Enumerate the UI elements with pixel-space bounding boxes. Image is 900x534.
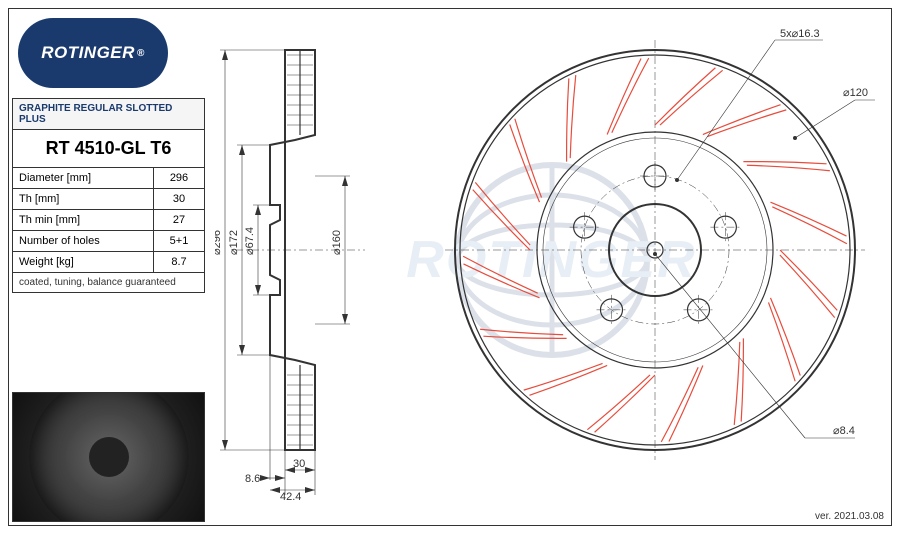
reg-mark: ® bbox=[137, 48, 145, 59]
spec-value: 30 bbox=[154, 189, 204, 209]
spec-label: Th [mm] bbox=[13, 189, 154, 209]
dim-offset: 8.6 bbox=[245, 473, 260, 485]
spec-row: Th min [mm]27 bbox=[12, 210, 205, 231]
part-number: RT 4510-GL T6 bbox=[12, 130, 205, 168]
spec-value: 296 bbox=[154, 168, 204, 188]
spec-row: Number of holes5+1 bbox=[12, 231, 205, 252]
product-line: GRAPHITE REGULAR SLOTTED PLUS bbox=[12, 98, 205, 130]
dim-hat-depth: 42.4 bbox=[280, 491, 301, 500]
spec-table: GRAPHITE REGULAR SLOTTED PLUS RT 4510-GL… bbox=[12, 98, 205, 293]
front-view: 5x⌀16.3 ⌀120 ⌀8.4 bbox=[445, 28, 875, 460]
spec-note: coated, tuning, balance guaranteed bbox=[12, 273, 205, 293]
dim-bore-dia: ⌀67.4 bbox=[244, 227, 256, 255]
spec-value: 8.7 bbox=[154, 252, 204, 272]
brand-badge: ROTINGER® bbox=[18, 18, 168, 88]
spec-label: Th min [mm] bbox=[13, 210, 154, 230]
spec-value: 27 bbox=[154, 210, 204, 230]
dim-bolt: 5x⌀16.3 bbox=[780, 28, 820, 40]
dim-od-callout: ⌀120 bbox=[843, 87, 868, 99]
technical-drawing: ROTINGER ⌀296 ⌀172 bbox=[215, 20, 888, 499]
version-text: ver. 2021.03.08 bbox=[815, 511, 884, 522]
spec-label: Diameter [mm] bbox=[13, 168, 154, 188]
dim-pcd-dia: ⌀160 bbox=[331, 230, 343, 255]
brand-text: ROTINGER bbox=[41, 43, 135, 63]
spec-row: Weight [kg]8.7 bbox=[12, 252, 205, 273]
spec-label: Number of holes bbox=[13, 231, 154, 251]
dim-outer-dia: ⌀296 bbox=[215, 230, 223, 255]
spec-value: 5+1 bbox=[154, 231, 204, 251]
dim-center-hole: ⌀8.4 bbox=[833, 425, 855, 437]
spec-row: Diameter [mm]296 bbox=[12, 168, 205, 189]
dim-hat-dia: ⌀172 bbox=[228, 230, 240, 255]
spec-row: Th [mm]30 bbox=[12, 189, 205, 210]
spec-label: Weight [kg] bbox=[13, 252, 154, 272]
drawing-svg: ⌀296 ⌀172 ⌀67.4 30 8.6 42.4 bbox=[215, 20, 885, 500]
side-view: ⌀296 ⌀172 ⌀67.4 30 8.6 42.4 bbox=[215, 50, 365, 500]
product-photo bbox=[12, 392, 205, 522]
dim-thickness: 30 bbox=[293, 458, 305, 470]
